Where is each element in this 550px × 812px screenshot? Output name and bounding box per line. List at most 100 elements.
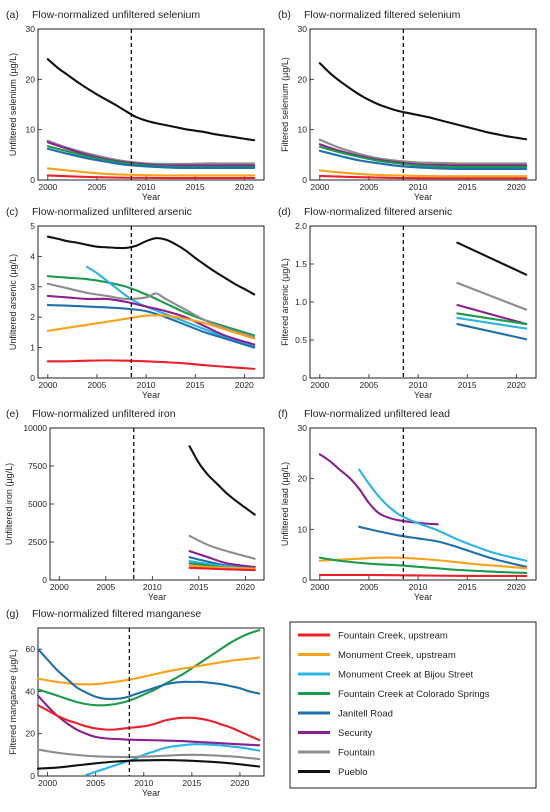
x-tick-label: 2015 [189, 582, 208, 592]
legend-label: Monument Creek, upstream [338, 650, 456, 661]
y-tick-label: 1.5 [295, 259, 307, 269]
x-tick-label: 2005 [359, 182, 378, 192]
series-line-monument-creek-upstream [318, 556, 528, 570]
series-line-fountain-creek-at-colorado-springs [318, 556, 528, 574]
x-tick-label: 2005 [96, 582, 115, 592]
series-line-monument-creek-upstream [188, 564, 256, 570]
plot-frame [309, 28, 537, 181]
plot-frame [309, 225, 537, 379]
x-tick-label: 2020 [507, 182, 526, 192]
y-axis-label: Unfiltered arsenic (µg/L) [8, 254, 18, 350]
x-tick-label: 2010 [137, 380, 156, 390]
x-tick-label: 2020 [235, 380, 254, 390]
x-axis-label: Year [414, 592, 432, 602]
chart-panel-d: (d) Flow-normalized filtered arsenic 2000 2… [278, 206, 537, 400]
series-line-fountain-creek-upstream [188, 566, 256, 572]
series-group [36, 629, 261, 776]
y-axis-label: Unfiltered iron (µg/L) [4, 463, 14, 545]
legend: Fountain Creek, upstream Monument Creek, … [289, 621, 537, 789]
series-line-monument-creek-at-bijou-street [358, 468, 528, 562]
plot-frame [37, 225, 265, 379]
series-group [46, 58, 256, 180]
series-line-fountain-creek-upstream [318, 573, 528, 578]
chart-panel-f: (f) Flow-normalized unfiltered lead 2000 20… [278, 408, 537, 602]
y-tick-label: 10 [298, 524, 308, 534]
x-tick-label: 2010 [409, 380, 428, 390]
series-line-pueblo [36, 759, 261, 770]
x-tick-label: 2000 [38, 380, 57, 390]
legend-item-pueblo: Pueblo [298, 767, 368, 778]
series-group [46, 235, 256, 370]
panel-letter: (a) [6, 9, 19, 21]
y-tick-label: 20 [26, 74, 36, 84]
y-tick-label: 5 [30, 221, 35, 231]
x-axis-label: Year [142, 788, 160, 798]
series-line-security [456, 303, 528, 326]
plot-frame [37, 627, 265, 777]
y-axis-label: Filtered selenium (µg/L) [280, 57, 290, 152]
series-line-fountain [318, 138, 528, 165]
panel-letter: (g) [6, 608, 19, 620]
x-tick-label: 2020 [507, 380, 526, 390]
y-tick-label: 60 [26, 644, 36, 654]
y-tick-label: 2500 [28, 537, 47, 547]
y-tick-label: 0 [42, 575, 47, 585]
y-tick-label: 0 [30, 373, 35, 383]
panel-title: Flow-normalized unfiltered iron [32, 408, 176, 420]
x-tick-label: 2020 [507, 582, 526, 592]
x-axis-label: Year [414, 192, 432, 202]
series-line-janitell-road [318, 149, 528, 171]
series-line-fountain-creek-at-colorado-springs [318, 145, 528, 168]
x-tick-label: 2015 [182, 778, 201, 788]
panel-letter: (b) [278, 9, 291, 21]
x-tick-label: 2000 [38, 778, 57, 788]
y-tick-label: 4 [30, 251, 35, 261]
legend-item-fountain-creek-upstream: Fountain Creek, upstream [298, 631, 448, 642]
series-group [456, 241, 528, 341]
legend-label: Security [338, 728, 373, 739]
legend-label: Fountain Creek at Colorado Springs [338, 689, 490, 700]
x-tick-label: 2020 [235, 182, 254, 192]
y-tick-label: 30 [298, 423, 308, 433]
y-axis-label: Unfiltered selenium (µg/L) [8, 53, 18, 156]
series-line-fountain-creek-upstream [36, 704, 261, 742]
series-line-janitell-road [46, 147, 256, 170]
panel-letter: (d) [278, 206, 291, 218]
y-tick-label: 0 [302, 373, 307, 383]
legend-label: Monument Creek at Bijou Street [338, 670, 474, 681]
series-line-fountain-creek-upstream [318, 174, 528, 180]
series-line-janitell-road [456, 322, 528, 341]
y-tick-label: 0 [302, 575, 307, 585]
legend-label: Janitell Road [338, 709, 393, 720]
x-tick-label: 2010 [137, 182, 156, 192]
legend-item-fountain: Fountain [298, 748, 375, 759]
y-axis-label: Unfiltered lead (µg/L) [280, 462, 290, 546]
panel-title: Flow-normalized unfiltered arsenic [32, 206, 192, 218]
x-tick-label: 2015 [458, 380, 477, 390]
plot-frame [309, 427, 537, 581]
y-tick-label: 0 [30, 175, 35, 185]
x-tick-label: 2000 [310, 380, 329, 390]
y-axis-label: Filtered arsenic (µg/L) [280, 258, 290, 346]
y-tick-label: 0 [302, 175, 307, 185]
series-line-pueblo [318, 62, 528, 141]
series-line-fountain [456, 281, 528, 311]
y-tick-label: 1.0 [295, 297, 307, 307]
x-tick-label: 2010 [409, 182, 428, 192]
series-line-fountain [46, 282, 256, 339]
y-tick-label: 1 [30, 343, 35, 353]
x-axis-label: Year [148, 592, 166, 602]
series-group [318, 62, 528, 180]
chart-panel-e: (e) Flow-normalized unfiltered iron 2000 20… [4, 408, 265, 602]
y-tick-label: 3 [30, 282, 35, 292]
series-line-fountain-creek-upstream [46, 174, 256, 180]
y-tick-label: 2.0 [295, 221, 307, 231]
legend-label: Fountain Creek, upstream [338, 631, 448, 642]
x-tick-label: 2015 [186, 380, 205, 390]
x-tick-label: 2000 [38, 182, 57, 192]
x-tick-label: 2010 [409, 582, 428, 592]
series-line-pueblo [46, 235, 256, 296]
plot-frame [37, 28, 265, 181]
series-line-fountain-creek-at-colorado-springs [456, 312, 528, 326]
